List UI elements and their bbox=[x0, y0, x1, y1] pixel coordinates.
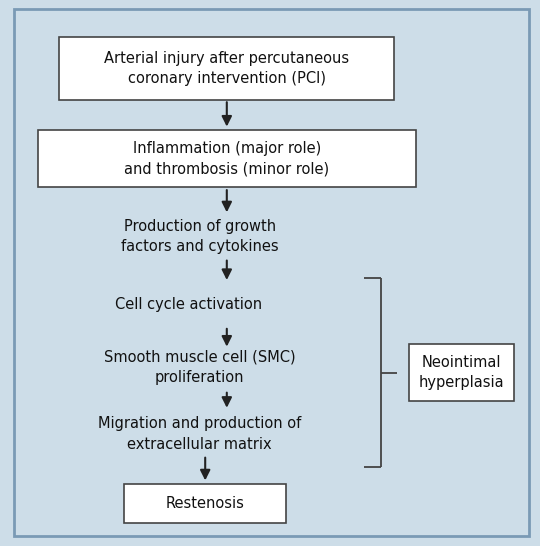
FancyBboxPatch shape bbox=[124, 484, 286, 523]
Text: Migration and production of
extracellular matrix: Migration and production of extracellula… bbox=[98, 417, 301, 452]
Text: Neointimal
hyperplasia: Neointimal hyperplasia bbox=[419, 355, 504, 390]
FancyBboxPatch shape bbox=[14, 9, 529, 536]
Text: Production of growth
factors and cytokines: Production of growth factors and cytokin… bbox=[121, 219, 279, 254]
Text: Arterial injury after percutaneous
coronary intervention (PCI): Arterial injury after percutaneous coron… bbox=[104, 51, 349, 86]
FancyBboxPatch shape bbox=[409, 344, 514, 401]
Text: Smooth muscle cell (SMC)
proliferation: Smooth muscle cell (SMC) proliferation bbox=[104, 350, 295, 385]
Text: Inflammation (major role)
and thrombosis (minor role): Inflammation (major role) and thrombosis… bbox=[124, 141, 329, 176]
FancyBboxPatch shape bbox=[59, 37, 394, 99]
Text: Restenosis: Restenosis bbox=[166, 496, 245, 511]
Text: Cell cycle activation: Cell cycle activation bbox=[116, 296, 262, 312]
FancyBboxPatch shape bbox=[38, 130, 416, 187]
